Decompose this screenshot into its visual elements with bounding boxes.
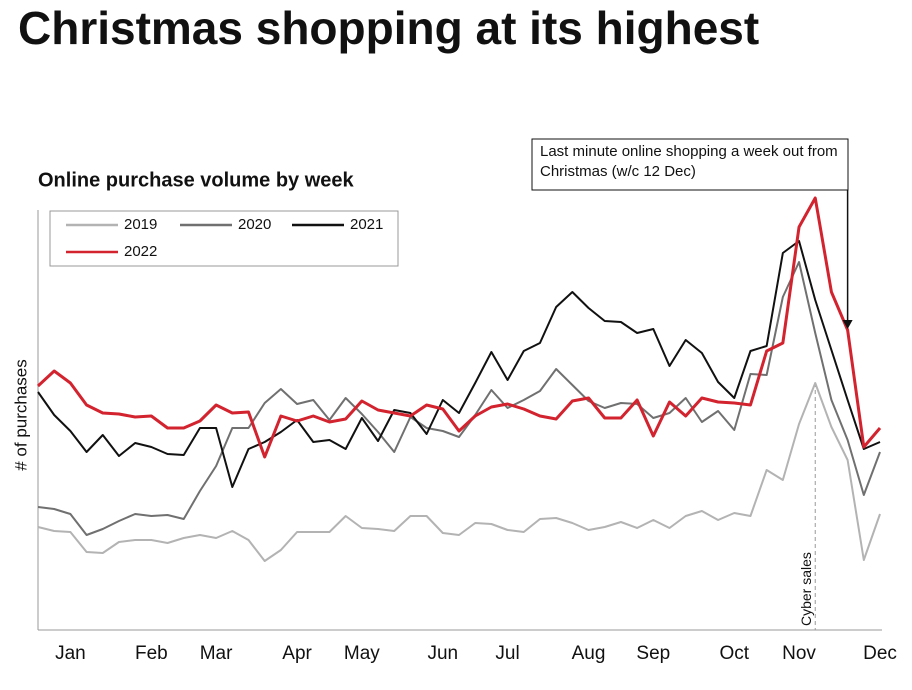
cyber-sales-label: Cyber sales bbox=[798, 552, 814, 626]
legend bbox=[49, 210, 399, 267]
x-tick-label: Dec bbox=[863, 643, 897, 664]
legend-label: 2022 bbox=[124, 243, 157, 260]
x-tick-label: Mar bbox=[200, 643, 233, 664]
annotation-box bbox=[531, 138, 849, 191]
x-tick-label: Nov bbox=[782, 643, 816, 664]
legend-label: 2019 bbox=[124, 216, 157, 233]
legend-label: 2020 bbox=[238, 216, 271, 233]
x-tick-label: Oct bbox=[719, 643, 749, 664]
x-tick-label: Jun bbox=[427, 643, 458, 664]
x-tick-label: May bbox=[344, 643, 380, 664]
series-line bbox=[36, 196, 882, 459]
x-tick-label: Jul bbox=[495, 643, 519, 664]
x-tick-label: Aug bbox=[572, 643, 606, 664]
series-line bbox=[37, 261, 881, 536]
chart-title: Christmas shopping at its highest bbox=[18, 2, 759, 54]
annotation: Last minute online shopping a week out f… bbox=[540, 143, 838, 180]
chart-subtitle: Online purchase volume by week bbox=[38, 169, 355, 191]
y-axis-label: # of purchases bbox=[11, 359, 30, 471]
annotation-text: Last minute online shopping a week out f… bbox=[540, 143, 838, 180]
x-tick-label: Apr bbox=[282, 643, 312, 664]
x-tick-label: Jan bbox=[55, 643, 86, 664]
x-tick-label: Sep bbox=[636, 643, 670, 664]
series-line bbox=[37, 240, 881, 488]
x-tick-label: Feb bbox=[135, 643, 168, 664]
legend-label: 2021 bbox=[350, 216, 383, 233]
arrow-head bbox=[842, 320, 853, 329]
series-line bbox=[37, 382, 881, 562]
